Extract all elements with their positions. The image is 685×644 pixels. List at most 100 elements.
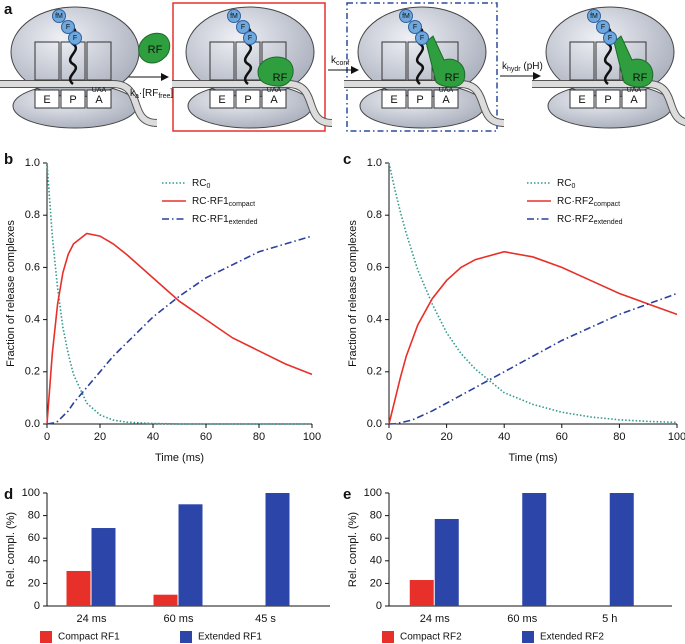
peptide-residue — [603, 31, 617, 45]
site-label: E — [43, 94, 50, 106]
free-release-factor — [138, 32, 171, 64]
bar — [91, 528, 116, 606]
site-label: A — [95, 94, 103, 106]
peptide-residue — [587, 9, 601, 23]
codon: UAA — [267, 87, 282, 94]
peptide-residue — [596, 20, 610, 34]
rate-part: a — [135, 93, 139, 100]
factor-label: RF — [445, 72, 460, 84]
y-tick-label: 0.2 — [25, 366, 40, 378]
legend-subscript: extended — [594, 219, 623, 226]
peptide-residue — [52, 9, 66, 23]
y-tick-label: 1.0 — [367, 157, 382, 169]
mrna — [0, 81, 158, 126]
legend-name: RC — [557, 178, 571, 189]
legend-label: RC·RF2compact — [557, 196, 620, 209]
y-axis-label: Rel. compl. (%) — [347, 512, 359, 587]
residue-label: F — [601, 24, 605, 31]
peptide-residue — [415, 31, 429, 45]
site-box — [209, 41, 235, 81]
legend-subscript: 0 — [571, 183, 575, 190]
y-tick-label: 60 — [28, 532, 40, 544]
bar — [265, 493, 290, 606]
y-tick-label: 0.6 — [25, 261, 40, 273]
legend-label: RC·RF2extended — [557, 214, 623, 227]
codon: UAA — [439, 87, 454, 94]
legend-label: RC0 — [557, 178, 575, 191]
legend-name: RC·RF2 — [557, 214, 594, 225]
y-axis-label: Rel. compl. (%) — [5, 512, 17, 587]
bar — [409, 580, 434, 606]
residue-label: F — [608, 35, 612, 42]
x-tick-label: 60 — [556, 431, 568, 443]
site-label: E — [390, 94, 397, 106]
mrna — [532, 81, 685, 126]
residue-label: F — [420, 35, 424, 42]
y-tick-label: 0 — [34, 600, 40, 612]
rate-part: ] — [170, 88, 173, 99]
site-box — [34, 41, 60, 81]
peptide-residue — [243, 31, 257, 45]
y-tick-label: 40 — [28, 555, 40, 567]
y-tick-label: 0.0 — [25, 418, 40, 430]
y-tick-label: 0.8 — [367, 209, 382, 221]
codon: UAA — [92, 87, 107, 94]
highlight-box — [172, 2, 326, 132]
site-box — [381, 41, 407, 81]
x-tick-label: 24 ms — [420, 613, 450, 625]
residue-label: fM — [590, 13, 598, 20]
rate-label: ka·[RFfree] — [130, 88, 173, 101]
legend-subscript: compact — [594, 201, 621, 208]
release-factor — [257, 56, 294, 87]
rate-part: (pH) — [521, 61, 543, 72]
y-tick-label: 0.2 — [367, 366, 382, 378]
site-label-box — [569, 89, 595, 109]
site-label: P — [416, 94, 423, 106]
site-label-box — [433, 89, 459, 109]
x-tick-label: 80 — [613, 431, 625, 443]
y-tick-label: 60 — [370, 532, 382, 544]
x-tick-label: 80 — [253, 431, 265, 443]
legend-swatch — [522, 631, 534, 643]
x-tick-label: 5 h — [602, 613, 617, 625]
series-line — [46, 162, 312, 425]
y-tick-label: 80 — [370, 510, 382, 522]
y-axis-label: Fraction of release complexes — [347, 220, 359, 367]
y-tick-label: 20 — [28, 577, 40, 589]
residue-label: fM — [230, 13, 238, 20]
release-factor — [613, 35, 654, 88]
y-tick-label: 40 — [370, 555, 382, 567]
site-label: P — [244, 94, 251, 106]
site-label-box — [381, 89, 407, 109]
x-axis-label: Time (ms) — [508, 452, 557, 464]
site-label-box — [407, 89, 433, 109]
release-factor — [425, 35, 466, 88]
site-label-box — [621, 89, 647, 109]
site-label-box — [261, 89, 287, 109]
x-tick-label: 60 — [200, 431, 212, 443]
legend-label: Extended RF2 — [540, 632, 604, 643]
panel-label: e — [343, 486, 351, 503]
site-label-box — [86, 89, 112, 109]
site-label-box — [235, 89, 261, 109]
residue-label: F — [241, 24, 245, 31]
x-tick-label: 20 — [94, 431, 106, 443]
series-line — [388, 162, 678, 424]
residue-label: F — [66, 24, 70, 31]
y-tick-label: 0.4 — [25, 314, 40, 326]
y-tick-label: 20 — [370, 577, 382, 589]
y-tick-label: 0.4 — [367, 314, 382, 326]
residue-label: F — [248, 35, 252, 42]
residue-label: F — [73, 35, 77, 42]
y-tick-label: 0.0 — [367, 418, 382, 430]
site-box — [569, 41, 595, 81]
x-tick-label: 60 ms — [507, 613, 537, 625]
y-axis-label: Fraction of release complexes — [5, 220, 17, 367]
rate-label: kconf — [331, 55, 349, 68]
x-tick-label: 0 — [386, 431, 392, 443]
rate-part: conf — [336, 60, 349, 67]
x-tick-label: 100 — [303, 431, 321, 443]
legend-name: RC — [192, 178, 206, 189]
legend-label: Compact RF1 — [58, 632, 120, 643]
